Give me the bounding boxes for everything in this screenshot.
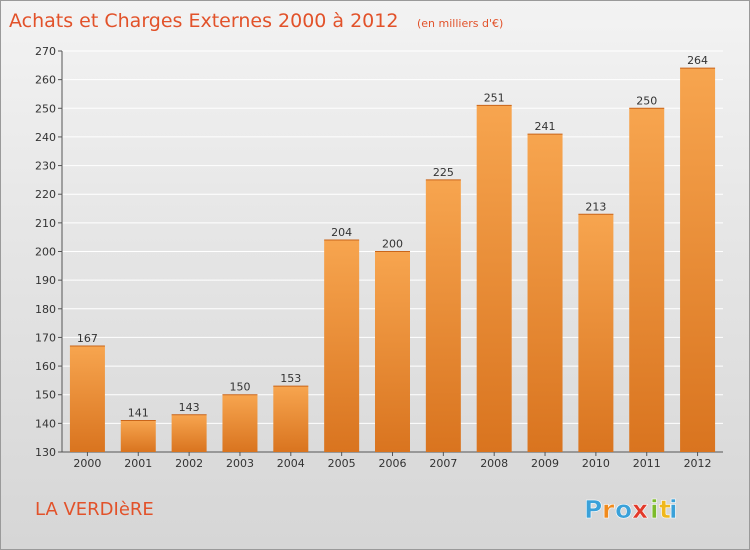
y-tick-label: 210: [35, 217, 56, 230]
y-tick-label: 190: [35, 274, 56, 287]
bar-2001: [120, 420, 156, 452]
x-tick-label-2003: 2003: [226, 457, 254, 470]
y-tick-label: 180: [35, 303, 56, 316]
x-tick-label-2009: 2009: [531, 457, 559, 470]
x-tick-label-2004: 2004: [277, 457, 305, 470]
data-label-2001: 141: [128, 406, 149, 419]
bar-2002: [171, 414, 207, 452]
data-label-2011: 250: [636, 94, 657, 107]
data-label-2002: 143: [179, 401, 200, 414]
x-tick-label-2012: 2012: [684, 457, 712, 470]
x-axis: 2000 2001 2002 2003 2004 2005 2006 2007 2008 2009…: [73, 452, 712, 470]
data-label-2003: 150: [229, 381, 250, 394]
logo-letter: t: [659, 495, 671, 524]
x-tick-label-2000: 2000: [73, 457, 101, 470]
x-tick-label-2008: 2008: [480, 457, 508, 470]
logo-letter: x: [632, 495, 648, 524]
bar-2009: [527, 134, 563, 453]
logo-letter: i: [669, 495, 678, 524]
y-tick-label: 220: [35, 188, 56, 201]
bar-2000: [69, 346, 105, 452]
bar-2011: [629, 108, 665, 453]
data-label-2004: 153: [280, 372, 301, 385]
y-tick-label: 270: [35, 45, 56, 58]
chart-title: Achats et Charges Externes 2000 à 2012: [9, 10, 398, 32]
data-label-2010: 213: [585, 200, 606, 213]
logo-letter: o: [615, 495, 632, 524]
commune-name: LA VERDIèRE: [35, 499, 154, 520]
x-tick-label-2007: 2007: [429, 457, 457, 470]
x-tick-label-2005: 2005: [328, 457, 356, 470]
data-label-2012: 264: [687, 54, 708, 67]
bar-2004: [273, 386, 309, 452]
data-label-2007: 225: [433, 166, 454, 179]
bar-2012: [680, 68, 716, 452]
data-label-2009: 241: [535, 120, 556, 133]
bar-2007: [425, 179, 461, 452]
x-tick-label-2001: 2001: [124, 457, 152, 470]
y-tick-label: 160: [35, 360, 56, 373]
data-label-2008: 251: [484, 91, 505, 104]
x-tick-label-2011: 2011: [633, 457, 661, 470]
x-tick-label-2002: 2002: [175, 457, 203, 470]
y-tick-label: 170: [35, 331, 56, 344]
bar-2003: [222, 394, 258, 452]
data-label-2006: 200: [382, 238, 403, 251]
bar-2006: [375, 251, 410, 452]
y-tick-label: 150: [35, 389, 56, 402]
x-tick-label-2006: 2006: [379, 457, 407, 470]
bar-2010: [578, 214, 614, 452]
y-tick-label: 130: [35, 446, 56, 459]
data-label-2000: 167: [77, 332, 98, 345]
x-tick-label-2010: 2010: [582, 457, 610, 470]
logo-letter: P: [584, 495, 602, 524]
y-tick-label: 250: [35, 102, 56, 115]
bars: 167 141 143 150 153 204 200 225 251 241 213 250 264: [69, 54, 716, 453]
data-label-2005: 204: [331, 226, 352, 239]
y-tick-label: 140: [35, 417, 56, 430]
logo-letter: i: [650, 495, 659, 524]
y-tick-label: 260: [35, 74, 56, 87]
bar-2008: [476, 105, 512, 453]
bar-2005: [324, 240, 360, 452]
y-tick-label: 240: [35, 131, 56, 144]
logo-letter: r: [602, 495, 615, 524]
chart-unit-label: (en milliers d'€): [417, 17, 503, 30]
y-tick-label: 200: [35, 246, 56, 259]
y-tick-label: 230: [35, 160, 56, 173]
